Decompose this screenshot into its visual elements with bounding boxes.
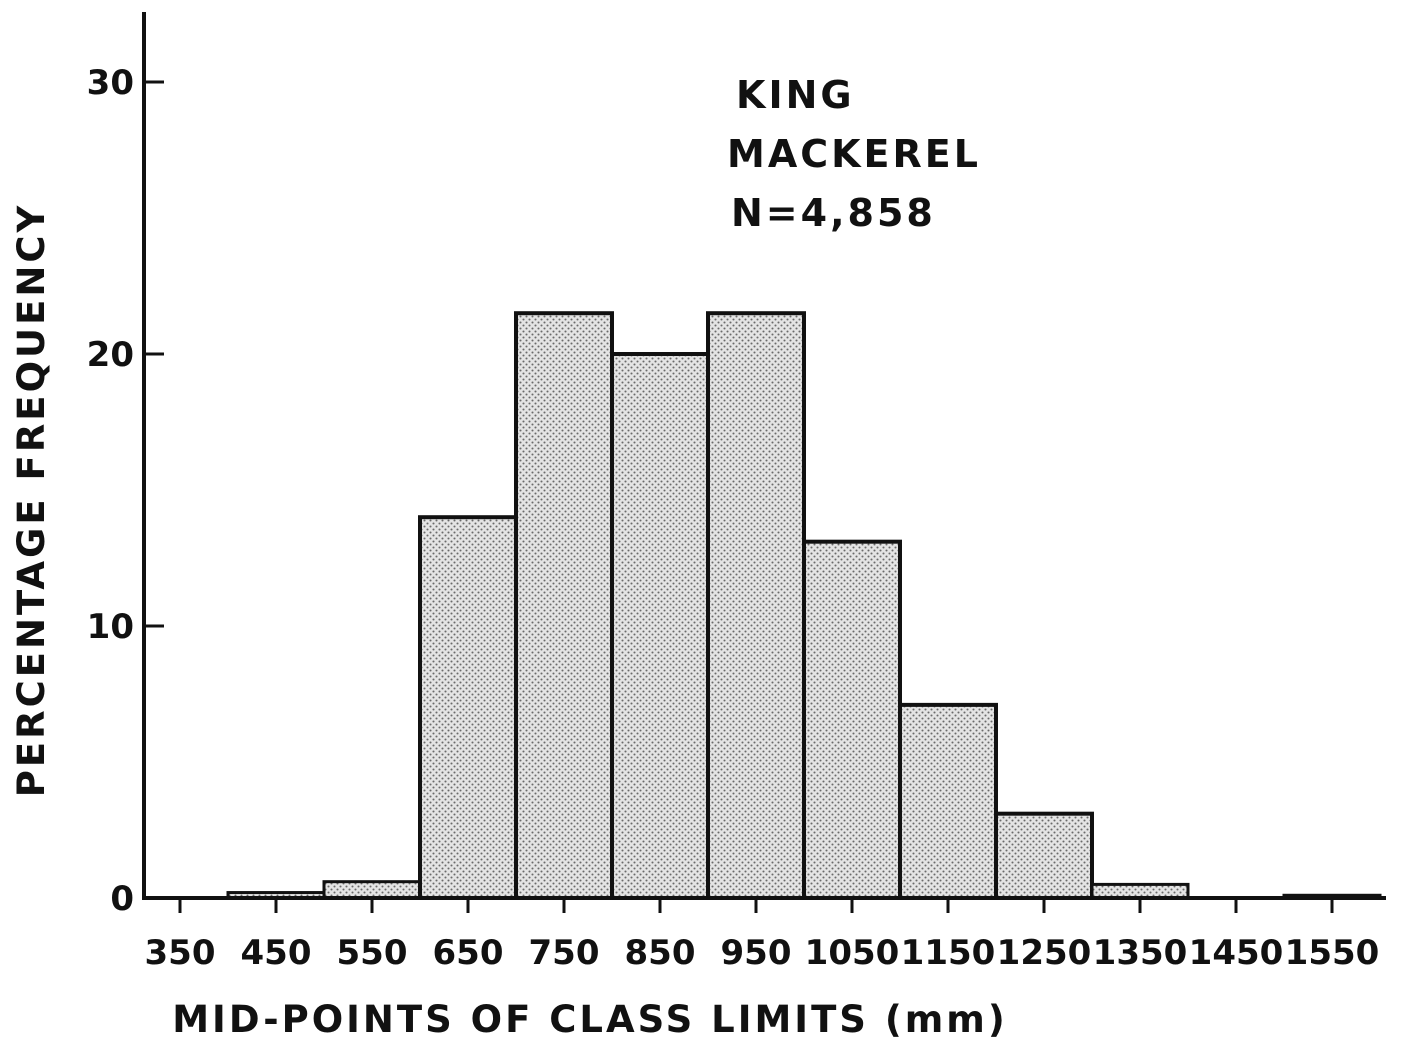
- x-tick-label-750: 750: [529, 933, 600, 973]
- x-tick-label-850: 850: [625, 933, 696, 973]
- title-line-1: KING: [736, 73, 855, 117]
- y-tick-label-20: 20: [87, 335, 134, 375]
- bar-1150: [898, 702, 998, 900]
- y-axis-ticks: 0 10 20 30: [87, 63, 164, 919]
- x-tick-label-350: 350: [145, 933, 216, 973]
- histogram-bars: [226, 311, 1382, 900]
- y-tick-label-10: 10: [87, 607, 134, 647]
- x-tick-label-550: 550: [337, 933, 408, 973]
- x-tick-label-950: 950: [721, 933, 792, 973]
- bar-550: [322, 880, 422, 900]
- bar-650: [418, 515, 518, 900]
- x-tick-label-1550: 1550: [1285, 933, 1380, 973]
- x-tick-label-1250: 1250: [997, 933, 1092, 973]
- bar-1350: [1090, 882, 1190, 900]
- x-tick-label-1450: 1450: [1189, 933, 1284, 973]
- title-line-3: N=4,858: [731, 191, 936, 235]
- x-tick-label-450: 450: [241, 933, 312, 973]
- x-tick-label-1350: 1350: [1093, 933, 1188, 973]
- bar-1250: [994, 811, 1094, 900]
- y-tick-label-0: 0: [110, 879, 134, 919]
- chart-title: KING MACKEREL N=4,858: [727, 73, 981, 235]
- x-tick-label-1150: 1150: [901, 933, 996, 973]
- title-line-2: MACKEREL: [727, 132, 981, 176]
- bar-850: [610, 352, 710, 900]
- x-tick-label-1050: 1050: [805, 933, 900, 973]
- y-axis-title: PERCENTAGE FREQUENCY: [10, 203, 53, 798]
- x-axis-title: MID-POINTS OF CLASS LIMITS (mm): [172, 998, 1008, 1041]
- x-tick-label-650: 650: [433, 933, 504, 973]
- x-axis-ticks: 350 450 550 650 750 850 950 1050 1150 1250 1350 145…: [145, 898, 1380, 973]
- bar-1050: [802, 539, 902, 900]
- bar-750: [514, 311, 614, 900]
- y-tick-label-30: 30: [87, 63, 134, 103]
- bar-950: [706, 311, 806, 900]
